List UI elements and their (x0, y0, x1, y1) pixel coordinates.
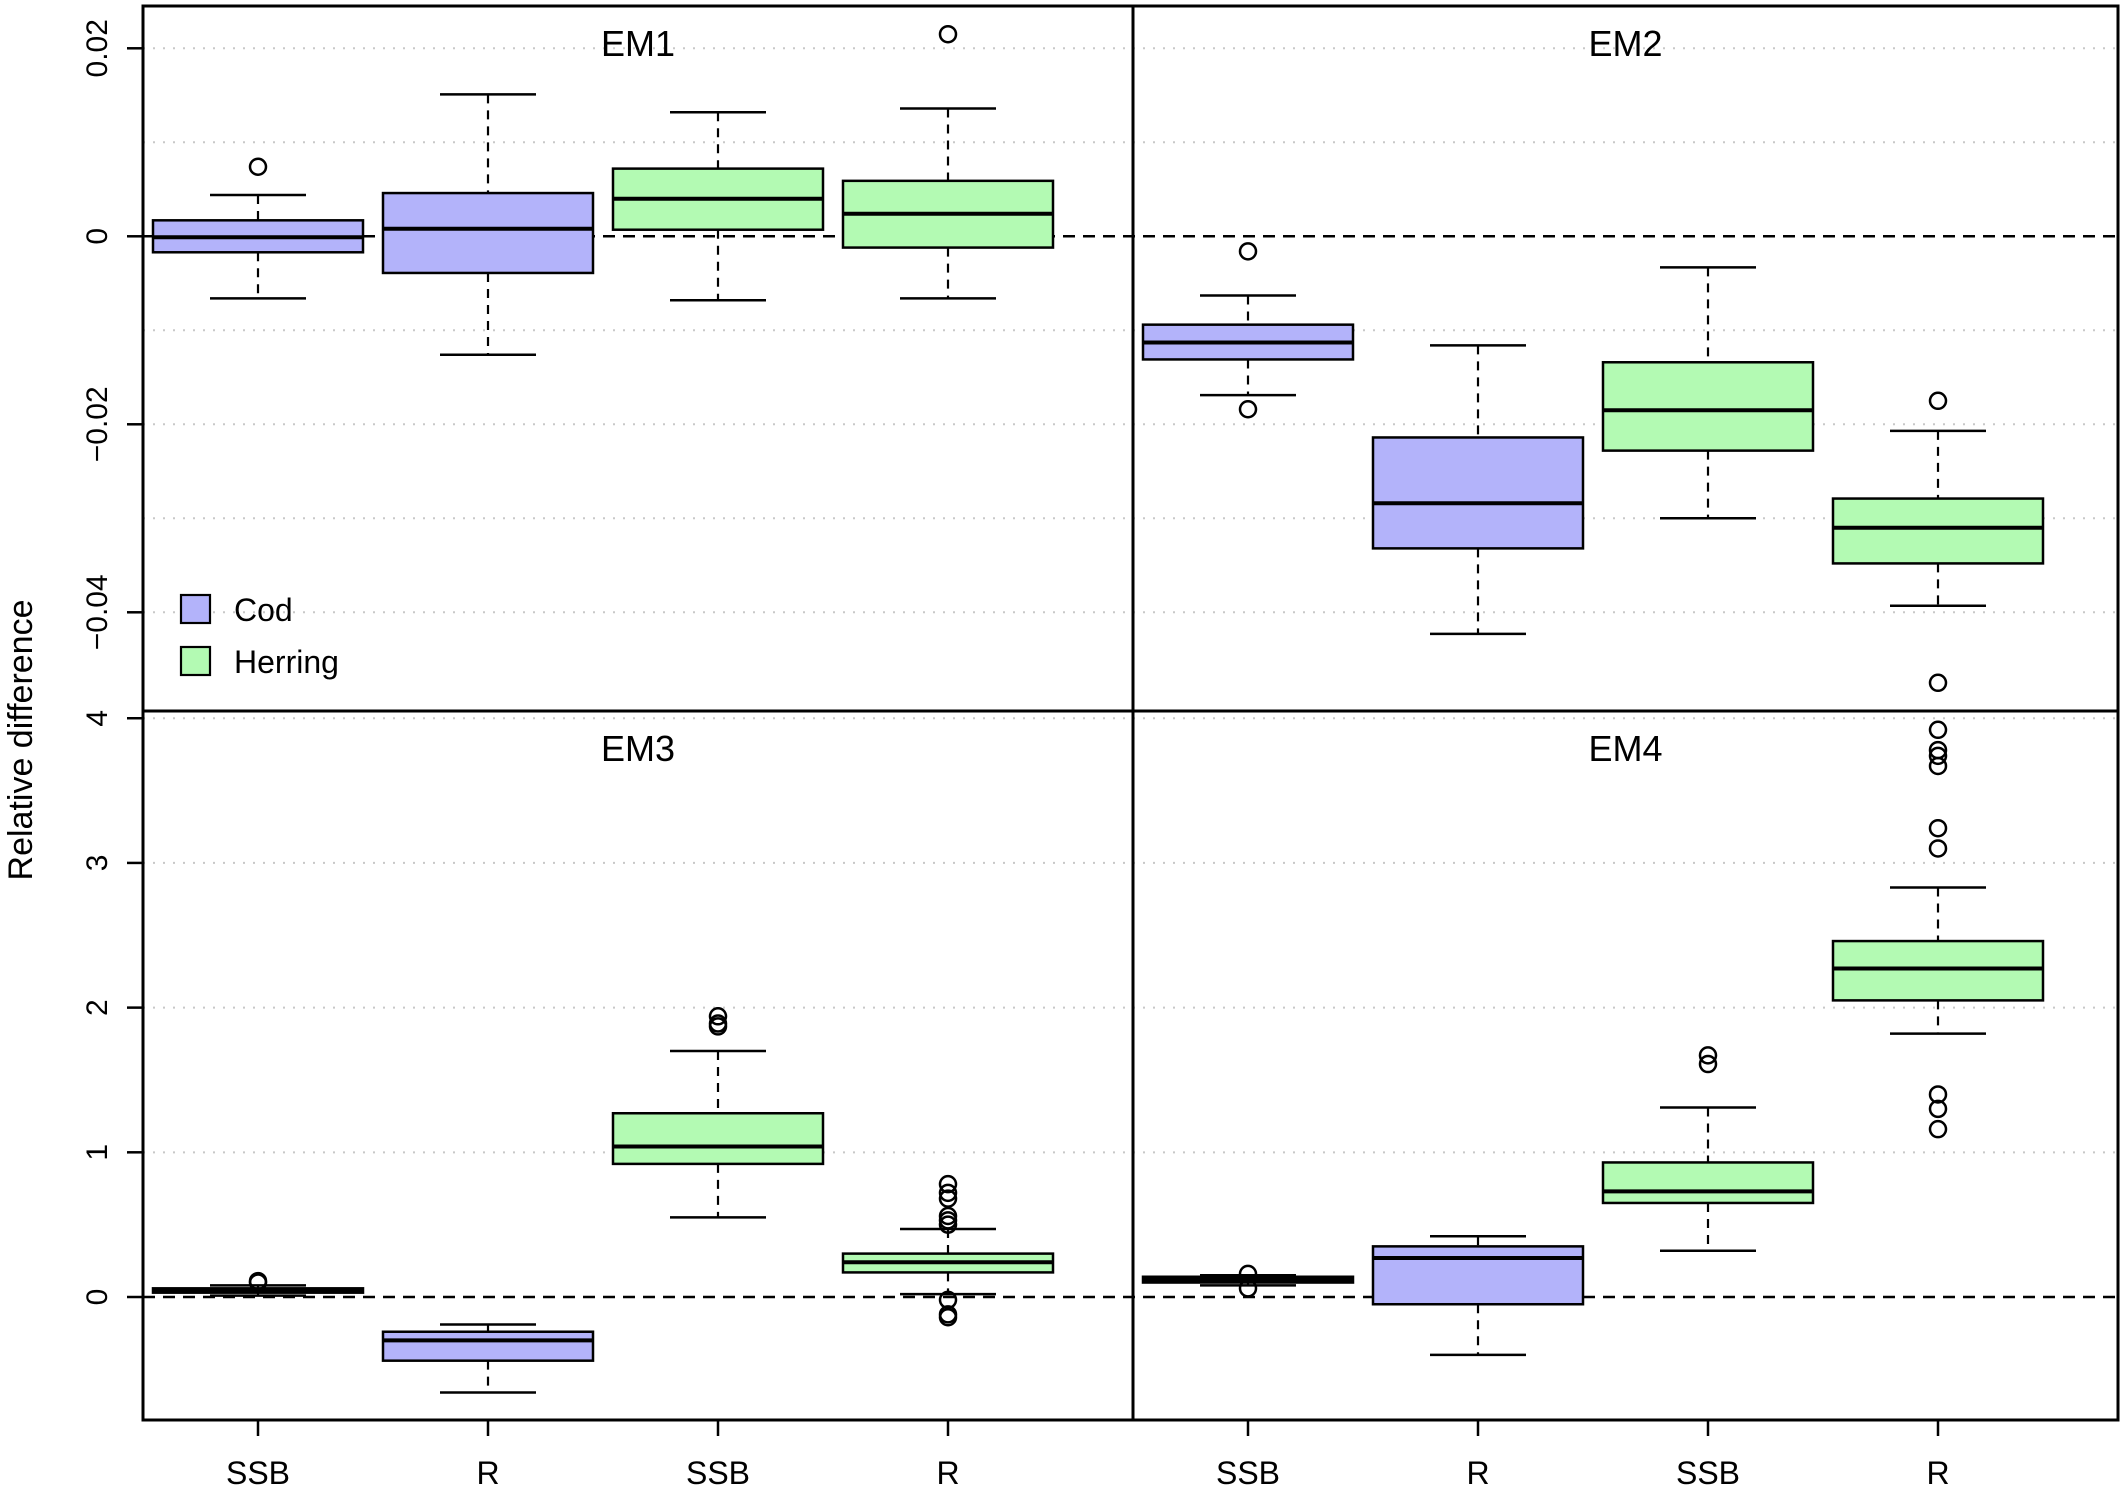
x-category-label: SSB (1216, 1455, 1280, 1491)
box-em3-2 (611, 1007, 825, 1219)
box-em3-1 (381, 1323, 595, 1394)
outlier-point (938, 1308, 958, 1327)
box-em1-2 (611, 110, 825, 302)
legend: Cod Herring (179, 592, 339, 680)
outlier-point (1928, 740, 1948, 760)
outlier-point (1238, 242, 1258, 261)
y-tick-label: −0.02 (81, 386, 114, 462)
box-iqr (1831, 497, 2045, 565)
outlier-point (708, 1014, 728, 1033)
y-tick-label: 4 (81, 710, 114, 727)
box-iqr (1371, 436, 1585, 550)
x-category-label: SSB (1676, 1455, 1740, 1491)
box-em3-3 (841, 1174, 1055, 1327)
box-iqr (381, 1330, 595, 1362)
outlier-point (938, 24, 958, 44)
box-em2-0 (1141, 242, 1355, 419)
outlier-point (938, 1206, 958, 1226)
y-tick-label: 3 (81, 855, 114, 872)
panel-title-em2: EM2 (1588, 23, 1662, 64)
outlier-point (1238, 400, 1258, 419)
box-em1-3 (841, 24, 1055, 300)
x-category-label: R (1926, 1455, 1949, 1491)
y-tick-label: 0.02 (81, 19, 114, 77)
panel-title-em3: EM3 (601, 728, 675, 769)
box-em2-3 (1831, 391, 2045, 693)
outlier-point (938, 1174, 958, 1194)
outlier-point (1928, 1119, 1948, 1139)
outlier-point (708, 1007, 728, 1026)
outlier-point (938, 1290, 958, 1310)
outlier-point (248, 1271, 268, 1291)
box-em4-2 (1601, 1046, 1815, 1252)
legend-swatch (179, 645, 212, 677)
box-em3-0 (151, 1271, 365, 1297)
x-category-label: SSB (686, 1455, 750, 1491)
box-iqr (1831, 939, 2045, 1002)
box-iqr (1371, 1245, 1585, 1306)
box-iqr (1601, 1161, 1815, 1205)
x-category-label: R (476, 1455, 499, 1491)
x-category-label: SSB (226, 1455, 290, 1491)
y-tick-label: −0.04 (81, 574, 114, 650)
outlier-point (1928, 818, 1948, 838)
outlier-point (1698, 1054, 1718, 1074)
box-em2-1 (1371, 344, 1585, 636)
box-series (151, 24, 2045, 1394)
outlier-point (1238, 1279, 1258, 1298)
outlier-point (1928, 391, 1948, 411)
outlier-point (1928, 1099, 1948, 1119)
plot-frame (141, 4, 2120, 1422)
box-em2-2 (1601, 266, 1815, 520)
legend-label: Herring (234, 644, 339, 680)
legend-swatch (179, 593, 212, 625)
outlier-point (1928, 720, 1948, 740)
legend-label: Cod (234, 592, 293, 628)
panel-title-em4: EM4 (1588, 728, 1662, 769)
y-axis-label: Relative difference (2, 600, 40, 881)
y-tick-label: 0 (81, 228, 114, 245)
outlier-point (938, 1189, 958, 1208)
box-em1-1 (381, 93, 595, 356)
outlier-point (1928, 746, 1948, 766)
box-iqr (1601, 361, 1815, 452)
y-tick-label: 0 (81, 1289, 114, 1306)
outlier-point (1928, 673, 1948, 693)
outlier-point (938, 1183, 958, 1203)
box-em4-0 (1141, 1264, 1355, 1298)
outlier-point (248, 157, 268, 176)
outlier-point (1698, 1046, 1718, 1065)
y-tick-label: 1 (81, 1144, 114, 1161)
x-category-label: R (1466, 1455, 1489, 1491)
box-em1-0 (151, 157, 365, 300)
box-iqr (611, 1111, 825, 1166)
x-category-label: R (936, 1455, 959, 1491)
box-iqr (381, 191, 595, 275)
outlier-point (1928, 1085, 1948, 1104)
y-tick-label: 2 (81, 999, 114, 1016)
panel-titles: EM1 EM2 EM3 EM4 (601, 23, 1663, 769)
axes: −0.04 −0.02 0 0.02 0 1 2 3 4 SSB R SSB R SSB R SSB R (81, 4, 2120, 1491)
box-em4-3 (1831, 720, 2045, 1139)
outlier-point (1928, 839, 1948, 858)
panel-title-em1: EM1 (601, 23, 675, 64)
outlier-point (1238, 1264, 1258, 1284)
box-em4-1 (1371, 1234, 1585, 1357)
